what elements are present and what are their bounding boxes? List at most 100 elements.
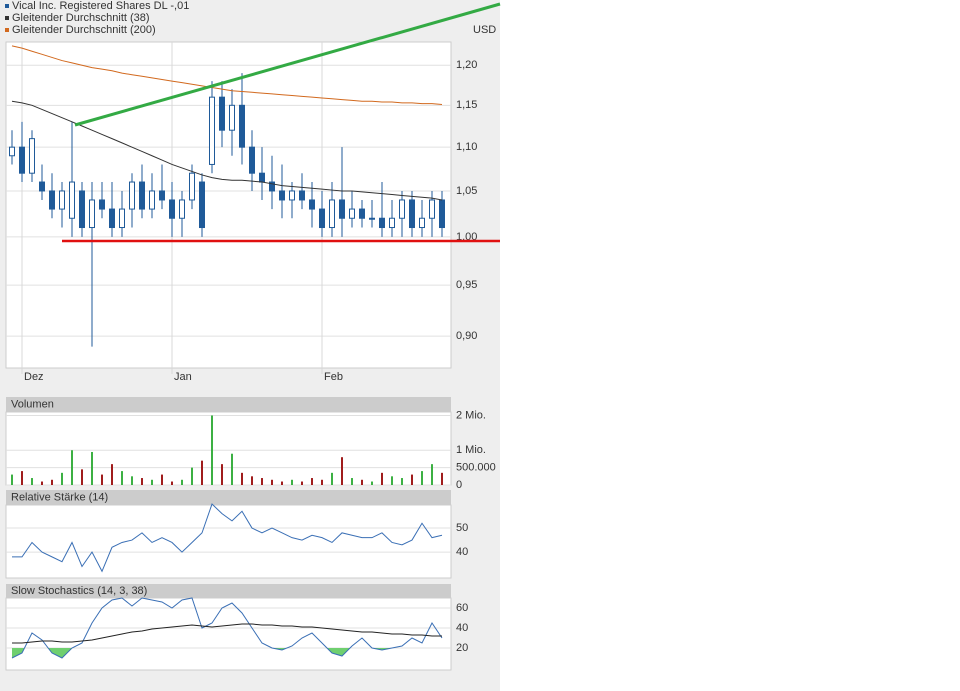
volume-bar	[341, 457, 343, 485]
volume-bar	[381, 472, 383, 485]
y-tick-label: 40	[456, 546, 468, 558]
candle-body	[389, 217, 395, 229]
volume-bar	[21, 471, 23, 485]
volume-bar	[331, 472, 333, 485]
candle-body	[159, 190, 165, 201]
y-tick-label: 40	[456, 622, 468, 634]
candle-body	[239, 104, 245, 148]
legend-swatch	[5, 16, 9, 20]
x-tick-label: Jan	[174, 371, 192, 383]
candle-body	[229, 104, 235, 131]
y-tick-label: 20	[456, 642, 468, 654]
candle-body	[79, 190, 85, 229]
candle-body	[339, 199, 345, 219]
panel-header	[6, 397, 451, 412]
candle-body	[109, 208, 115, 229]
indicator-line	[12, 503, 443, 573]
y-tick-label: 0	[456, 479, 462, 491]
volume-bar	[211, 415, 213, 485]
volume-bar	[11, 474, 13, 485]
volume-bar	[321, 479, 323, 485]
y-tick-label: 1,10	[456, 141, 477, 153]
y-tick-label: 1,05	[456, 185, 477, 197]
plot-area	[5, 411, 452, 486]
legend-label: Gleitender Durchschnitt (200)	[12, 24, 156, 36]
volume-bar	[151, 479, 153, 485]
volume-bar	[171, 481, 173, 485]
candle-body	[99, 199, 105, 210]
volume-bar	[351, 478, 353, 485]
candle-body	[249, 146, 255, 174]
candle-body	[39, 181, 45, 192]
volume-bar	[81, 469, 83, 485]
candle-body	[169, 199, 175, 219]
volume-bar	[91, 451, 93, 485]
candle-body	[189, 172, 195, 201]
volume-bar	[421, 471, 423, 485]
candle-body	[59, 190, 65, 210]
candle-body	[289, 190, 295, 201]
volume-bar	[271, 479, 273, 485]
volume-bar	[411, 474, 413, 485]
moving-average-line	[11, 100, 443, 201]
volume-bar	[261, 478, 263, 485]
candle-body	[49, 190, 55, 210]
candle-body	[359, 208, 365, 219]
y-tick-label: 0,90	[456, 330, 477, 342]
candle-body	[369, 217, 375, 220]
candle-body	[179, 199, 185, 219]
volume-bar	[241, 472, 243, 485]
volume-bar	[71, 450, 73, 485]
y-tick-label: 50	[456, 522, 468, 534]
volume-bar	[41, 481, 43, 485]
volume-bar	[61, 472, 63, 485]
candle-body	[299, 190, 305, 201]
candle-body	[149, 190, 155, 210]
indicator-line	[11, 597, 443, 659]
candle-body	[139, 181, 145, 210]
candle-body	[309, 199, 315, 210]
panel-title: Volumen	[11, 398, 54, 410]
candle-body	[19, 146, 25, 174]
volume-bar	[251, 476, 253, 485]
candle-body	[329, 199, 335, 229]
volume-bar	[201, 460, 203, 485]
volume-bar	[101, 474, 103, 485]
legend-swatch	[5, 28, 9, 32]
x-tick-label: Dez	[24, 371, 44, 383]
volume-bar	[131, 476, 133, 485]
candle-body	[29, 138, 35, 174]
candle-body	[409, 199, 415, 229]
candle-body	[259, 172, 265, 183]
indicator-line	[12, 623, 442, 644]
volume-bar	[281, 481, 283, 485]
volume-bar	[371, 481, 373, 485]
x-tick-label: Feb	[324, 371, 343, 383]
plot-area	[5, 504, 452, 579]
volume-bar	[141, 478, 143, 485]
volume-bar	[121, 471, 123, 485]
volume-bar	[161, 474, 163, 485]
legend-swatch	[5, 4, 9, 8]
y-tick-label: 1,15	[456, 99, 477, 111]
candle-body	[429, 199, 435, 219]
volume-bar	[401, 478, 403, 485]
candle-body	[89, 199, 95, 229]
candle-body	[69, 181, 75, 219]
volume-bar	[51, 479, 53, 485]
volume-bar	[441, 472, 443, 485]
panel-header	[6, 490, 451, 505]
candle-body	[209, 96, 215, 165]
moving-average-line	[11, 45, 443, 105]
oversold-fill	[12, 648, 442, 658]
candle-body	[9, 146, 15, 157]
candle-body	[119, 208, 125, 229]
candle-body	[219, 96, 225, 131]
panel-header	[6, 584, 451, 598]
candle-body	[319, 208, 325, 229]
y-tick-label: 500.000	[456, 462, 496, 474]
legend-label: Gleitender Durchschnitt (38)	[12, 12, 150, 24]
candle-body	[349, 208, 355, 219]
